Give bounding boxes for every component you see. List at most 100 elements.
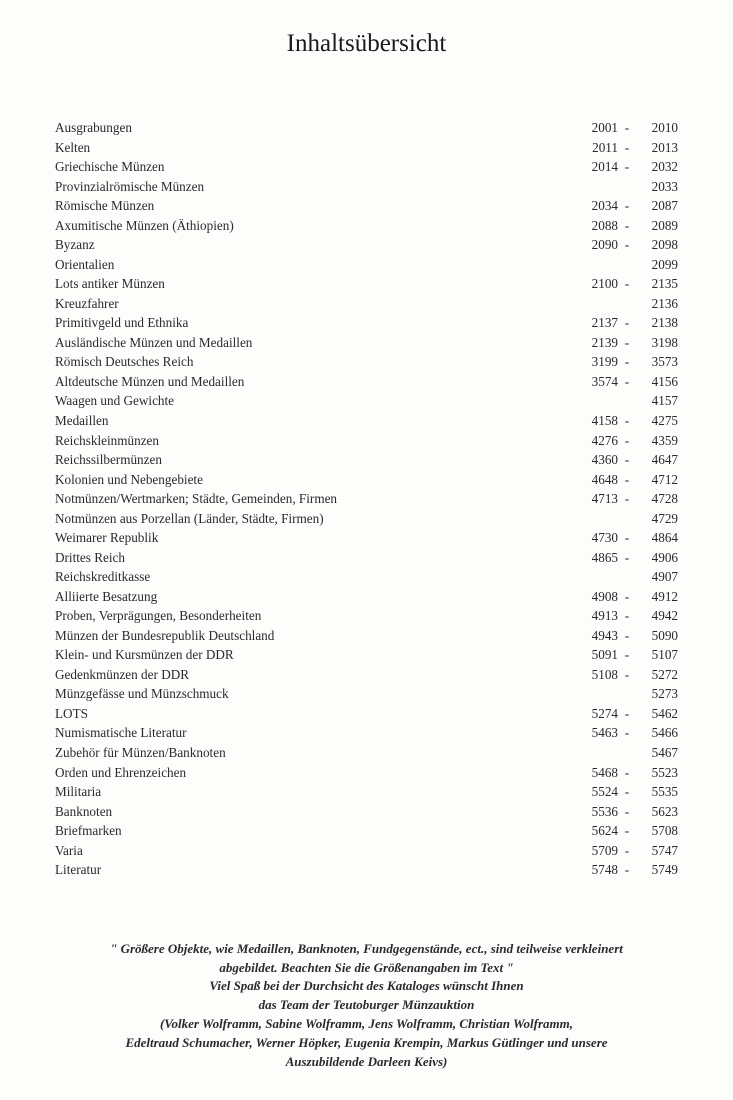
toc-label: Varia bbox=[55, 841, 576, 861]
toc-row: Militaria5524-5535 bbox=[55, 782, 678, 802]
toc-label: Waagen und Gewichte bbox=[55, 391, 576, 411]
toc-label: Altdeutsche Münzen und Medaillen bbox=[55, 372, 576, 392]
toc-start: 4276 bbox=[576, 431, 618, 451]
toc-end: 2138 bbox=[636, 313, 678, 333]
toc-row: Drittes Reich4865-4906 bbox=[55, 548, 678, 568]
toc-label: Numismatische Literatur bbox=[55, 723, 576, 743]
toc-row: Reichskreditkasse 4907 bbox=[55, 567, 678, 587]
toc-end: 5708 bbox=[636, 821, 678, 841]
toc-end: 2098 bbox=[636, 235, 678, 255]
toc-dash: - bbox=[618, 841, 636, 861]
toc-end: 2087 bbox=[636, 196, 678, 216]
toc-dash: - bbox=[618, 157, 636, 177]
toc-start: 4360 bbox=[576, 450, 618, 470]
toc-end: 5466 bbox=[636, 723, 678, 743]
toc-row: Literatur5748-5749 bbox=[55, 860, 678, 880]
toc-label: Notmünzen/Wertmarken; Städte, Gemeinden,… bbox=[55, 489, 576, 509]
toc-start: 4913 bbox=[576, 606, 618, 626]
toc-end: 4942 bbox=[636, 606, 678, 626]
toc-start: 2011 bbox=[576, 138, 618, 158]
toc-start: 4158 bbox=[576, 411, 618, 431]
toc-label: Münzgefässe und Münzschmuck bbox=[55, 684, 576, 704]
toc-label: Axumitische Münzen (Äthiopien) bbox=[55, 216, 576, 236]
toc-row: Römische Münzen2034-2087 bbox=[55, 196, 678, 216]
toc-row: Lots antiker Münzen2100-2135 bbox=[55, 274, 678, 294]
toc-start: 3199 bbox=[576, 352, 618, 372]
toc-start: 5108 bbox=[576, 665, 618, 685]
toc-row: Ausgrabungen2001-2010 bbox=[55, 118, 678, 138]
toc-start: 5709 bbox=[576, 841, 618, 861]
toc-start: 4943 bbox=[576, 626, 618, 646]
toc-label: Reichskleinmünzen bbox=[55, 431, 576, 451]
toc-label: Kelten bbox=[55, 138, 576, 158]
toc-row: Weimarer Republik4730-4864 bbox=[55, 528, 678, 548]
toc-row: Reichssilbermünzen4360-4647 bbox=[55, 450, 678, 470]
toc-end: 5747 bbox=[636, 841, 678, 861]
toc-end: 3198 bbox=[636, 333, 678, 353]
toc-end: 2089 bbox=[636, 216, 678, 236]
toc-end: 5467 bbox=[636, 743, 678, 763]
toc-row: Byzanz2090-2098 bbox=[55, 235, 678, 255]
toc-dash: - bbox=[618, 802, 636, 822]
toc-start: 4713 bbox=[576, 489, 618, 509]
toc-end: 2013 bbox=[636, 138, 678, 158]
toc-dash: - bbox=[618, 645, 636, 665]
toc-dash: - bbox=[618, 235, 636, 255]
toc-row: Kreuzfahrer2136 bbox=[55, 294, 678, 314]
toc-dash: - bbox=[618, 704, 636, 724]
toc-dash: - bbox=[618, 450, 636, 470]
toc-start: 5463 bbox=[576, 723, 618, 743]
toc-row: Notmünzen/Wertmarken; Städte, Gemeinden,… bbox=[55, 489, 678, 509]
toc-row: Proben, Verprägungen, Besonderheiten4913… bbox=[55, 606, 678, 626]
toc-label: Zubehör für Münzen/Banknoten bbox=[55, 743, 576, 763]
toc-start: 4730 bbox=[576, 528, 618, 548]
toc-dash: - bbox=[618, 821, 636, 841]
toc-dash: - bbox=[618, 216, 636, 236]
toc-end: 4156 bbox=[636, 372, 678, 392]
toc-row: Alliierte Besatzung4908-4912 bbox=[55, 587, 678, 607]
toc-row: Varia5709-5747 bbox=[55, 841, 678, 861]
toc-label: Orden und Ehrenzeichen bbox=[55, 763, 576, 783]
toc-dash: - bbox=[618, 313, 636, 333]
toc-end: 5535 bbox=[636, 782, 678, 802]
toc-end: 5273 bbox=[636, 684, 678, 704]
toc-start: 4648 bbox=[576, 470, 618, 490]
toc-start: 5274 bbox=[576, 704, 618, 724]
toc-row: Briefmarken5624-5708 bbox=[55, 821, 678, 841]
page-title: Inhaltsübersicht bbox=[55, 30, 678, 58]
toc-row: LOTS5274-5462 bbox=[55, 704, 678, 724]
toc-end: 4359 bbox=[636, 431, 678, 451]
toc-label: Ausländische Münzen und Medaillen bbox=[55, 333, 576, 353]
toc-end: 2099 bbox=[636, 255, 678, 275]
toc-label: Römisch Deutsches Reich bbox=[55, 352, 576, 372]
toc-label: Briefmarken bbox=[55, 821, 576, 841]
toc-end: 4912 bbox=[636, 587, 678, 607]
toc-label: Lots antiker Münzen bbox=[55, 274, 576, 294]
toc-row: Orientalien2099 bbox=[55, 255, 678, 275]
toc-start: 3574 bbox=[576, 372, 618, 392]
toc-start: 5536 bbox=[576, 802, 618, 822]
toc-row: Münzgefässe und Münzschmuck 5273 bbox=[55, 684, 678, 704]
footer-note: " Größere Objekte, wie Medaillen, Bankno… bbox=[55, 940, 678, 1072]
toc-label: Römische Münzen bbox=[55, 196, 576, 216]
toc-label: Militaria bbox=[55, 782, 576, 802]
toc-start: 5091 bbox=[576, 645, 618, 665]
toc-dash: - bbox=[618, 548, 636, 568]
toc-dash: - bbox=[618, 606, 636, 626]
toc-end: 4907 bbox=[636, 567, 678, 587]
toc-end: 4647 bbox=[636, 450, 678, 470]
toc-row: Primitivgeld und Ethnika2137-2138 bbox=[55, 313, 678, 333]
toc-start: 2100 bbox=[576, 274, 618, 294]
toc-label: Reichskreditkasse bbox=[55, 567, 576, 587]
toc-label: Ausgrabungen bbox=[55, 118, 576, 138]
toc-row: Waagen und Gewichte4157 bbox=[55, 391, 678, 411]
toc-dash: - bbox=[618, 723, 636, 743]
toc-label: Gedenkmünzen der DDR bbox=[55, 665, 576, 685]
toc-start: 2034 bbox=[576, 196, 618, 216]
toc-dash: - bbox=[618, 489, 636, 509]
toc-row: Numismatische Literatur5463-5466 bbox=[55, 723, 678, 743]
toc-end: 4864 bbox=[636, 528, 678, 548]
toc-start: 5468 bbox=[576, 763, 618, 783]
toc-row: Kelten2011-2013 bbox=[55, 138, 678, 158]
toc-start: 2139 bbox=[576, 333, 618, 353]
